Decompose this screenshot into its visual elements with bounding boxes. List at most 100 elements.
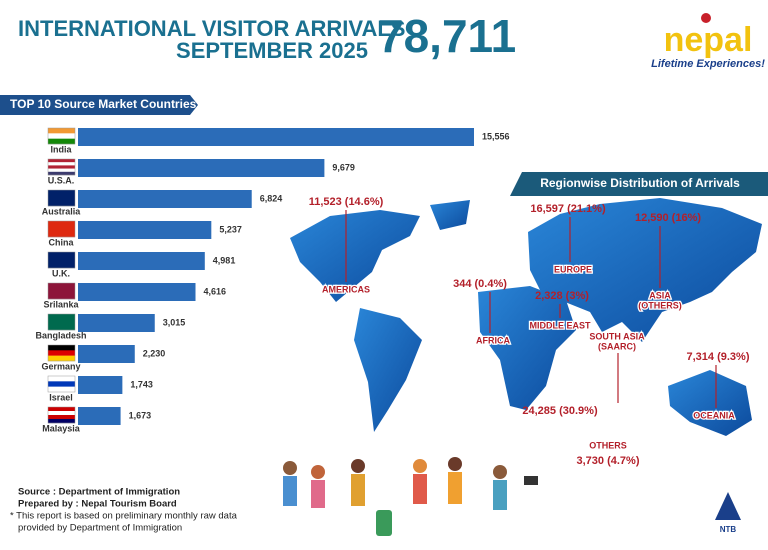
category-label: U.S.A. [48,175,75,185]
flag-stripe [48,221,75,238]
category-label: Israel [49,392,73,402]
total-arrivals: 78,711 [378,10,516,62]
leader-lines [345,210,717,408]
value-label: 15,556 [482,131,510,141]
region-name: OTHERS [589,440,627,450]
region-value: 2,328 (3%) [535,290,589,302]
flag-stripe [48,171,75,176]
value-label: 1,743 [130,379,153,389]
value-label: 4,616 [204,286,227,296]
travelers-illustration [283,457,538,536]
flag-border [47,406,76,424]
flag-stripe [48,419,75,424]
flag-stripe [48,159,75,163]
region-value: 16,597 (21.1%) [530,203,606,215]
category-label: Germany [41,361,80,371]
region-name: AFRICA [476,335,510,345]
category-label: Srilanka [43,299,79,309]
footer-line: * This report is based on preliminary mo… [10,511,238,522]
category-label: Australia [42,206,82,216]
region-name: (SAARC) [598,341,636,351]
value-label: 2,230 [143,348,166,358]
region-name: EUROPE [554,264,592,274]
flag-border [47,313,76,331]
value-label: 4,981 [213,255,236,265]
value-label: 1,673 [129,410,152,420]
brand-tagline: Lifetime Experiences! [651,58,765,70]
category-label: U.K. [52,268,70,278]
flag-stripe [48,162,75,166]
flag-stripe [48,252,75,269]
value-label: 6,824 [260,193,283,203]
category-label: Bangladesh [35,330,86,340]
bar [78,314,155,332]
flag-stripe [48,133,75,139]
bar [78,221,212,239]
flag-stripe [48,350,75,356]
title-line-1: INTERNATIONAL VISITOR ARRIVALS [18,16,405,41]
bar-chart-tab [0,95,198,115]
flag-stripe [48,314,75,331]
flag-stripe [48,411,75,416]
bar [78,345,135,363]
flag-stripe [48,168,75,172]
bar [78,128,474,146]
flag-border [47,344,76,362]
region-value: 24,285 (30.9%) [522,405,598,417]
title-line-2: SEPTEMBER 2025 [176,38,368,63]
flag-stripe [48,415,75,420]
flag-stripe [48,283,75,300]
flag-border [47,375,76,393]
flag-border [47,282,76,300]
region-value: 7,314 (9.3%) [687,351,750,363]
region-tab [510,172,768,196]
region-name: ASIA [649,290,671,300]
flag-border [47,220,76,238]
flag-stripe [48,407,75,412]
flag-stripe [48,190,75,207]
flag-stripe [48,345,75,351]
flag-border [47,127,76,145]
flag-border [47,189,76,207]
flag-stripe [48,386,75,393]
ntb-logo-text: NTB [720,525,737,534]
region-name: SOUTH ASIA [589,331,645,341]
bar [78,252,205,270]
bar-chart-title: TOP 10 Source Market Countries [10,97,197,111]
brand-logo: nepal [664,21,753,59]
footer-line: Prepared by : Nepal Tourism Board [18,499,177,510]
flag-stripe [48,381,75,387]
logo-dot [701,13,711,23]
footer-line: provided by Department of Immigration [18,523,182,534]
flag-stripe [48,138,75,145]
region-value: 11,523 (14.6%) [309,196,384,208]
region-value: 344 (0.4%) [453,278,507,290]
bar [78,407,121,425]
ntb-logo-mark [715,492,741,520]
category-label: India [50,144,72,154]
region-value: 12,590 (16%) [635,212,701,224]
value-label: 5,237 [219,224,242,234]
value-label: 3,015 [163,317,186,327]
bar [78,159,325,177]
bar [78,376,123,394]
region-value: 3,730 (4.7%) [577,455,640,467]
region-name: AMERICAS [322,284,370,294]
category-label: China [48,237,74,247]
flag-stripe [48,376,75,382]
region-title: Regionwise Distribution of Arrivals [540,176,740,190]
value-label: 9,679 [332,162,355,172]
region-name: MIDDLE EAST [529,320,591,330]
world-map [290,198,762,436]
flag-border [47,158,76,176]
flag-stripe [48,165,75,169]
region-name: (OTHERS) [638,300,682,310]
flag-stripe [48,355,75,362]
category-label: Malaysia [42,423,81,433]
bar [78,190,252,208]
flag-stripe [48,128,75,134]
flag-border [47,251,76,269]
region-name: OCEANIA [693,410,735,420]
bar [78,283,196,301]
